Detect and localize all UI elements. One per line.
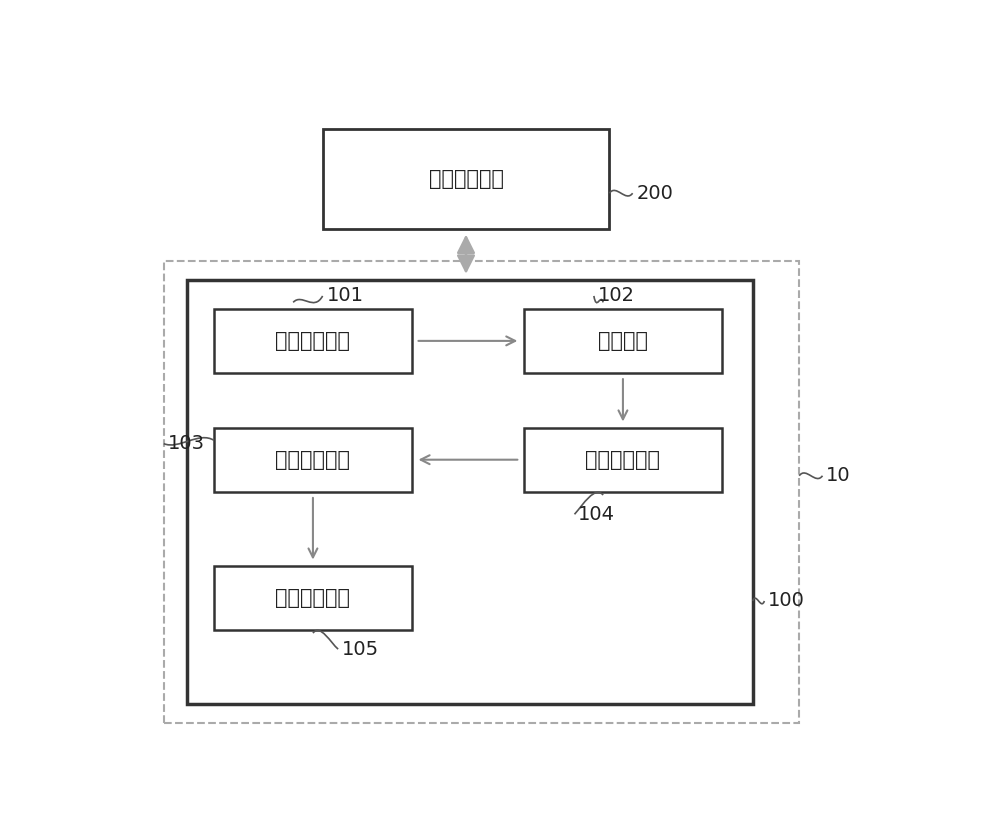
Bar (187, 280, 753, 704)
Text: 200: 200 (637, 183, 673, 203)
Text: 105: 105 (342, 640, 379, 659)
Text: 参数比较单元: 参数比较单元 (275, 450, 350, 470)
Text: 103: 103 (168, 435, 205, 453)
Text: 指令发送单元: 指令发送单元 (275, 588, 350, 608)
Text: 存储单元: 存储单元 (598, 331, 648, 351)
Bar (214, 309, 412, 373)
Bar (524, 428, 722, 492)
Text: 数据采集单元: 数据采集单元 (275, 331, 350, 351)
Text: 100: 100 (768, 591, 805, 610)
Bar (214, 428, 412, 492)
Bar (524, 309, 722, 373)
Text: 10: 10 (826, 466, 851, 485)
Text: 101: 101 (326, 286, 364, 305)
Text: 102: 102 (598, 286, 635, 305)
Text: 变频调速装置: 变频调速装置 (428, 168, 504, 188)
Text: 104: 104 (578, 505, 615, 524)
Bar (323, 129, 609, 229)
Text: 参数生成单元: 参数生成单元 (585, 450, 660, 470)
Bar (214, 565, 412, 630)
Bar (164, 261, 799, 723)
